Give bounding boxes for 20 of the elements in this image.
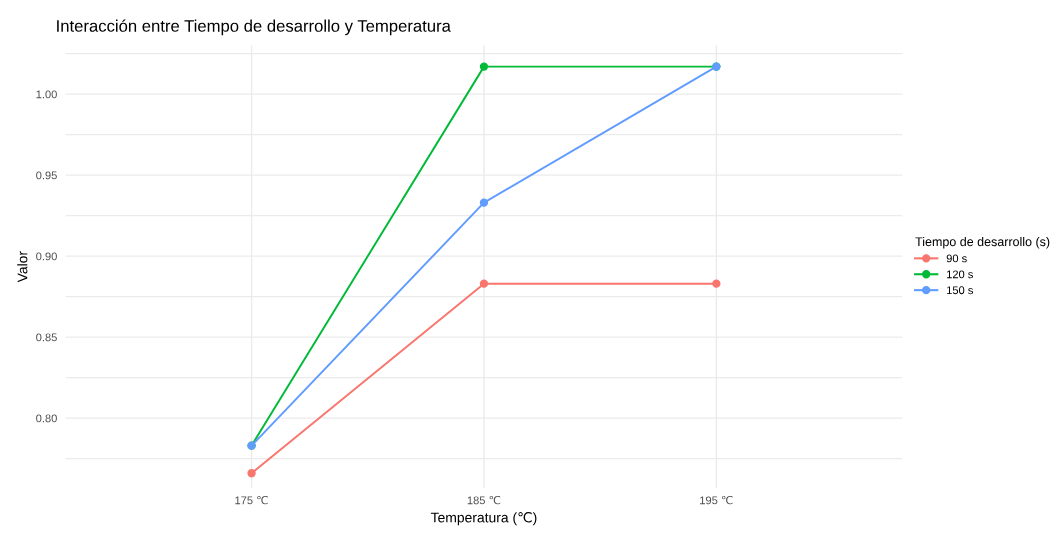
chart-title: Interacción entre Tiempo de desarrollo y Temperatura xyxy=(57,19,451,36)
y-axis-title: Valor xyxy=(17,251,28,283)
legend-label: 150 s xyxy=(947,286,973,295)
legend-title: Tiempo de desarrollo (s) xyxy=(915,236,1050,249)
legend-label: 90 s xyxy=(946,254,967,263)
x-axis-title: Temperatura (℃) xyxy=(430,512,537,526)
y-tick-label: 0.80 xyxy=(36,414,57,423)
point xyxy=(247,469,256,478)
y-tick-label: 0.85 xyxy=(36,333,57,342)
point xyxy=(479,198,489,207)
legend-label: 120 s xyxy=(947,270,973,279)
point xyxy=(479,279,489,288)
y-tick-label: 0.95 xyxy=(36,171,57,180)
x-tick-label: 185 ℃ xyxy=(467,495,501,505)
point xyxy=(712,279,721,288)
point xyxy=(479,62,489,71)
x-tick-label: 175 ℃ xyxy=(235,495,268,505)
y-tick-label: 0.90 xyxy=(36,252,57,261)
x-tick-label: 195 ℃ xyxy=(700,495,733,505)
y-tick-label: 1.00 xyxy=(36,90,57,99)
